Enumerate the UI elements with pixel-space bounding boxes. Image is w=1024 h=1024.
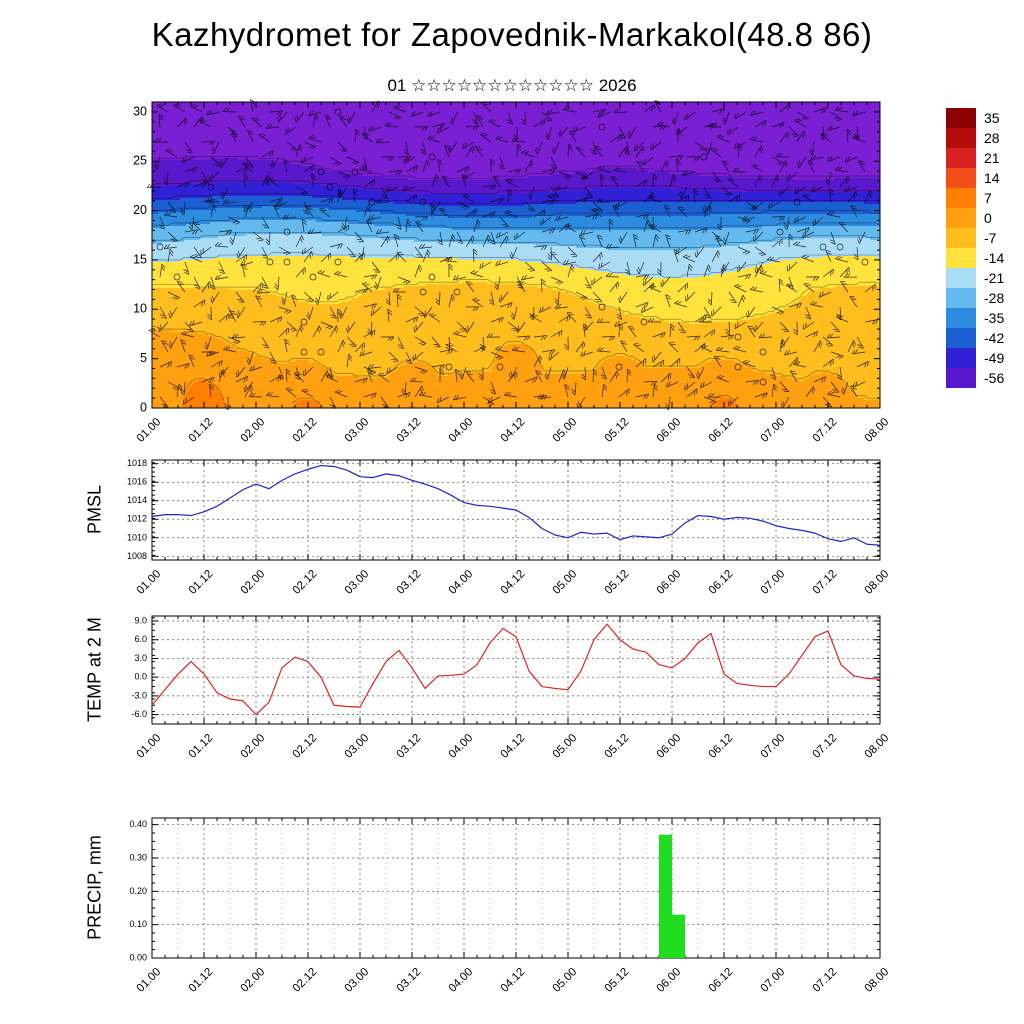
temp-2m-chart: [60, 608, 910, 776]
colorbar-label: 14: [984, 170, 1000, 186]
page-title: Kazhydromet for Zapovednik-Markakol(48.8…: [151, 16, 873, 53]
colorbar-label: -21: [984, 270, 1005, 286]
colorbar-label: 21: [984, 150, 1000, 166]
colorbar-label: 7: [984, 190, 992, 206]
colorbar-cell: [946, 348, 976, 368]
colorbar-label: -28: [984, 290, 1005, 306]
colorbar-cell: [946, 228, 976, 248]
colorbar-label: 0: [984, 210, 992, 226]
colorbar-cell: [946, 148, 976, 168]
colorbar-label: -56: [984, 370, 1005, 386]
colorbar-cell: [946, 128, 976, 148]
pmsl-chart: [60, 452, 910, 610]
colorbar-label: -35: [984, 310, 1005, 326]
colorbar-label: -49: [984, 350, 1005, 366]
colorbar-cell: [946, 288, 976, 308]
colorbar-cell: [946, 268, 976, 288]
page-subtitle: 01 ☆☆☆☆☆☆☆☆☆☆☆☆ 2026: [387, 76, 637, 95]
colorbar-label: 28: [984, 130, 1000, 146]
colorbar-cell: [946, 368, 976, 388]
colorbar: [946, 108, 976, 388]
precip-chart: [60, 806, 910, 1014]
colorbar-cell: [946, 168, 976, 188]
colorbar-label: -7: [984, 230, 997, 246]
colorbar-cell: [946, 248, 976, 268]
colorbar-cell: [946, 208, 976, 228]
colorbar-cell: [946, 308, 976, 328]
colorbar-cell: [946, 188, 976, 208]
colorbar-label: 35: [984, 110, 1000, 126]
colorbar-label: -42: [984, 330, 1005, 346]
colorbar-label: -14: [984, 250, 1005, 266]
colorbar-cell: [946, 328, 976, 348]
colorbar-labels: 35 28 21 14 7 0 -7 -14 -21 -28 -35 -42 -49 -56: [984, 108, 1004, 388]
colorbar-cell: [946, 108, 976, 128]
cross-section-chart: [60, 94, 910, 462]
